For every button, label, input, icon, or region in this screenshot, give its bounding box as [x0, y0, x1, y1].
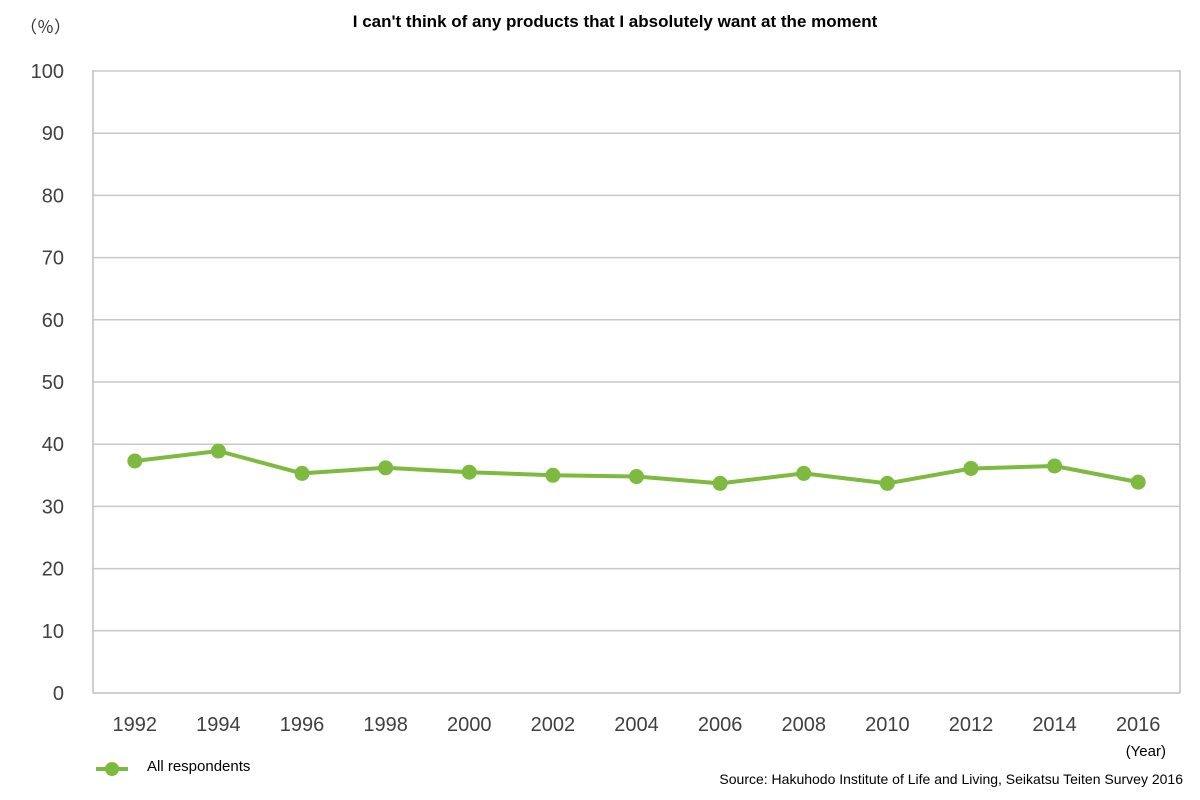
legend: All respondents: [96, 758, 250, 776]
y-tick-label-60: 60: [42, 310, 64, 332]
data-point-2008: [796, 465, 812, 481]
y-axis-unit-label: （％）: [20, 18, 71, 37]
data-point-1994: [210, 443, 226, 459]
x-tick-label-1994: 1994: [196, 714, 241, 736]
x-axis-unit-label: (Year): [1126, 743, 1166, 760]
source-note: Source: Hakuhodo Institute of Life and L…: [719, 771, 1183, 787]
x-tick-label-2006: 2006: [698, 714, 743, 736]
x-tick-label-2016: 2016: [1116, 714, 1161, 736]
x-tick-label-2014: 2014: [1032, 714, 1077, 736]
data-point-2010: [879, 475, 895, 491]
gridlines: [93, 70, 1180, 632]
legend-marker-swatch: [105, 762, 119, 776]
legend-label: All respondents: [147, 758, 250, 775]
y-tick-label-50: 50: [42, 372, 64, 394]
y-tick-label-0: 0: [53, 683, 64, 705]
x-axis-ticks: 1992 1994 1996 1998 2000 2002 2004 2006 2008 2010…: [113, 714, 1161, 736]
y-tick-label-10: 10: [42, 621, 64, 643]
x-tick-label-2004: 2004: [614, 714, 659, 736]
axes: [92, 70, 1181, 694]
data-point-2014: [1047, 458, 1063, 474]
x-tick-label-2008: 2008: [781, 714, 826, 736]
data-point-2004: [629, 469, 644, 485]
y-tick-label-80: 80: [42, 185, 64, 207]
x-tick-label-1998: 1998: [363, 714, 408, 736]
y-tick-label-30: 30: [42, 496, 64, 518]
y-tick-label-100: 100: [31, 61, 64, 83]
x-tick-label-2002: 2002: [531, 714, 576, 736]
y-tick-label-70: 70: [42, 248, 64, 270]
data-point-2012: [963, 460, 979, 476]
chart-title: I can't think of any products that I abs…: [353, 12, 878, 31]
x-tick-label-1992: 1992: [113, 714, 158, 736]
y-tick-label-90: 90: [42, 123, 64, 145]
x-tick-label-2010: 2010: [865, 714, 910, 736]
x-tick-label-1996: 1996: [280, 714, 325, 736]
x-tick-label-2012: 2012: [949, 714, 994, 736]
data-point-1992: [127, 453, 143, 469]
x-tick-label-2000: 2000: [447, 714, 492, 736]
data-point-2002: [545, 467, 561, 483]
data-point-1996: [294, 465, 310, 481]
y-axis-ticks: 0 10 20 30 40 50 60 70 80 90 100: [31, 61, 64, 705]
y-tick-label-20: 20: [42, 559, 64, 581]
data-point-1998: [378, 460, 394, 476]
data-point-2000: [461, 464, 477, 480]
data-point-2006: [712, 475, 728, 491]
series-all-respondents: [127, 443, 1146, 491]
y-tick-label-40: 40: [42, 434, 64, 456]
data-point-2016: [1130, 474, 1146, 490]
